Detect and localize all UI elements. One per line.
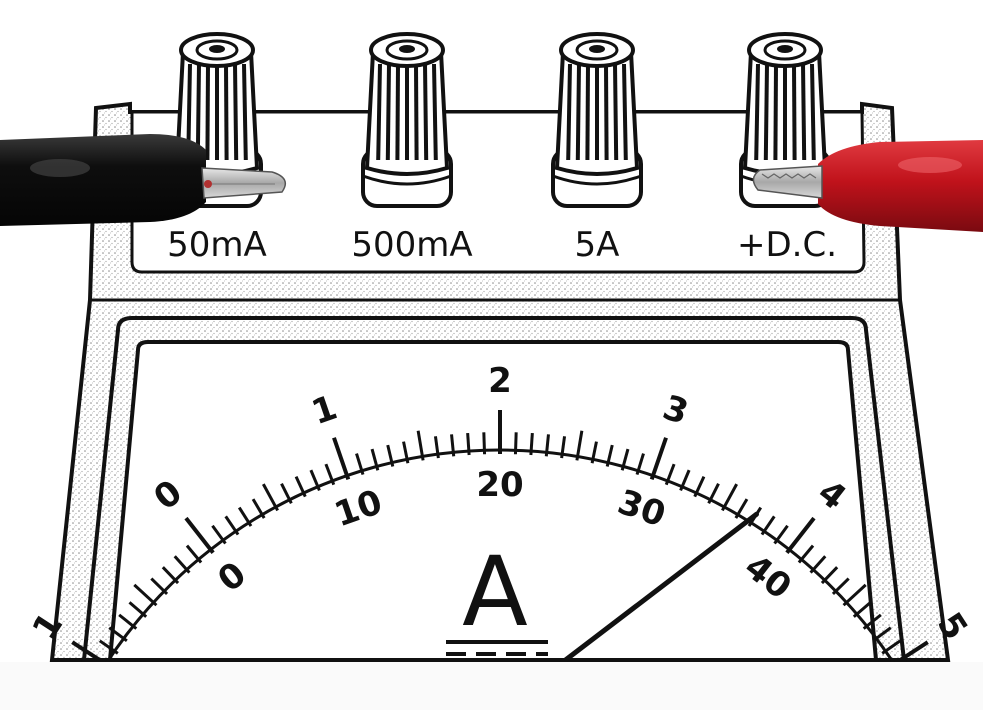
terminal-label-3: +D.C. bbox=[737, 225, 837, 265]
scale-tick bbox=[664, 463, 676, 486]
scale-tick bbox=[355, 453, 365, 476]
scale-tick bbox=[852, 601, 872, 618]
unit-label: A bbox=[462, 536, 528, 648]
scale-tick bbox=[370, 448, 380, 471]
scale-tick bbox=[294, 476, 307, 498]
scale-tick bbox=[679, 469, 691, 491]
scale-tick bbox=[332, 437, 351, 481]
scale-tick bbox=[108, 626, 128, 643]
scale-tick bbox=[161, 566, 180, 585]
terminal-label-2: 5A bbox=[575, 225, 620, 265]
bottom-margin bbox=[0, 662, 983, 710]
scale-tick bbox=[402, 441, 410, 464]
meter-body bbox=[49, 101, 951, 662]
scale-tick bbox=[433, 436, 440, 459]
scale-tick bbox=[785, 516, 816, 555]
unit-symbol: A bbox=[446, 536, 548, 656]
outer-scale-label: 2 bbox=[488, 361, 512, 401]
scale-tick bbox=[251, 498, 266, 519]
scale-tick bbox=[185, 544, 203, 564]
terminal-group: 50mA 500mA 5A +D.C. bbox=[167, 32, 837, 265]
scale-tick bbox=[513, 432, 518, 455]
scale-tick bbox=[560, 436, 567, 459]
scale-tick bbox=[809, 555, 827, 574]
scale-tick bbox=[184, 516, 215, 555]
scale-tick bbox=[620, 448, 630, 471]
scale-tick bbox=[575, 430, 584, 461]
scale-tick bbox=[862, 613, 882, 630]
scale-tick bbox=[734, 498, 749, 519]
scale-tick bbox=[262, 483, 279, 512]
scale-tick bbox=[605, 444, 614, 467]
scale-tick bbox=[529, 432, 534, 456]
scale-tick bbox=[881, 639, 902, 655]
scale-tick bbox=[773, 524, 789, 545]
scale-tick bbox=[118, 613, 138, 630]
scale-tick bbox=[150, 577, 169, 596]
scale-tick bbox=[842, 583, 867, 607]
scale-tick bbox=[309, 469, 321, 491]
black-probe[interactable] bbox=[0, 134, 287, 226]
scale-tick bbox=[820, 566, 839, 585]
scale-tick bbox=[872, 626, 892, 643]
terminal-post-1[interactable]: 500mA bbox=[351, 32, 473, 265]
dial-scale: 10010203040501012345−+ bbox=[25, 361, 976, 710]
scale-tick bbox=[450, 434, 456, 457]
scale-tick bbox=[707, 482, 720, 504]
scale-tick bbox=[211, 524, 227, 545]
scale-tick bbox=[831, 577, 850, 596]
scale-tick bbox=[544, 434, 550, 457]
terminal-label-0: 50mA bbox=[167, 225, 267, 265]
scale-tick bbox=[98, 639, 119, 655]
meter-needle bbox=[552, 511, 759, 671]
scale-tick bbox=[280, 482, 293, 504]
scale-tick bbox=[386, 444, 395, 467]
terminal-post-2[interactable]: 5A bbox=[551, 32, 643, 265]
inner-scale-label: 20 bbox=[476, 465, 523, 505]
red-probe[interactable] bbox=[752, 140, 983, 232]
scale-tick bbox=[466, 432, 471, 456]
scale-tick bbox=[797, 544, 815, 564]
terminal-post-3[interactable]: +D.C. bbox=[737, 32, 837, 265]
scale-tick bbox=[416, 430, 425, 461]
scale-tick bbox=[128, 601, 148, 618]
scale-tick bbox=[590, 441, 598, 464]
scale-tick bbox=[237, 506, 253, 527]
scale-tick bbox=[760, 515, 776, 536]
terminal-label-1: 500mA bbox=[351, 225, 472, 265]
scale-tick bbox=[224, 515, 240, 536]
scale-tick bbox=[693, 476, 706, 498]
scale-tick bbox=[482, 432, 487, 455]
scale-tick bbox=[173, 555, 191, 574]
scale-tick bbox=[635, 453, 645, 476]
scale-tick bbox=[133, 583, 158, 607]
scale-tick bbox=[324, 463, 336, 486]
scale-tick bbox=[721, 483, 738, 512]
scale-tick bbox=[649, 437, 668, 481]
